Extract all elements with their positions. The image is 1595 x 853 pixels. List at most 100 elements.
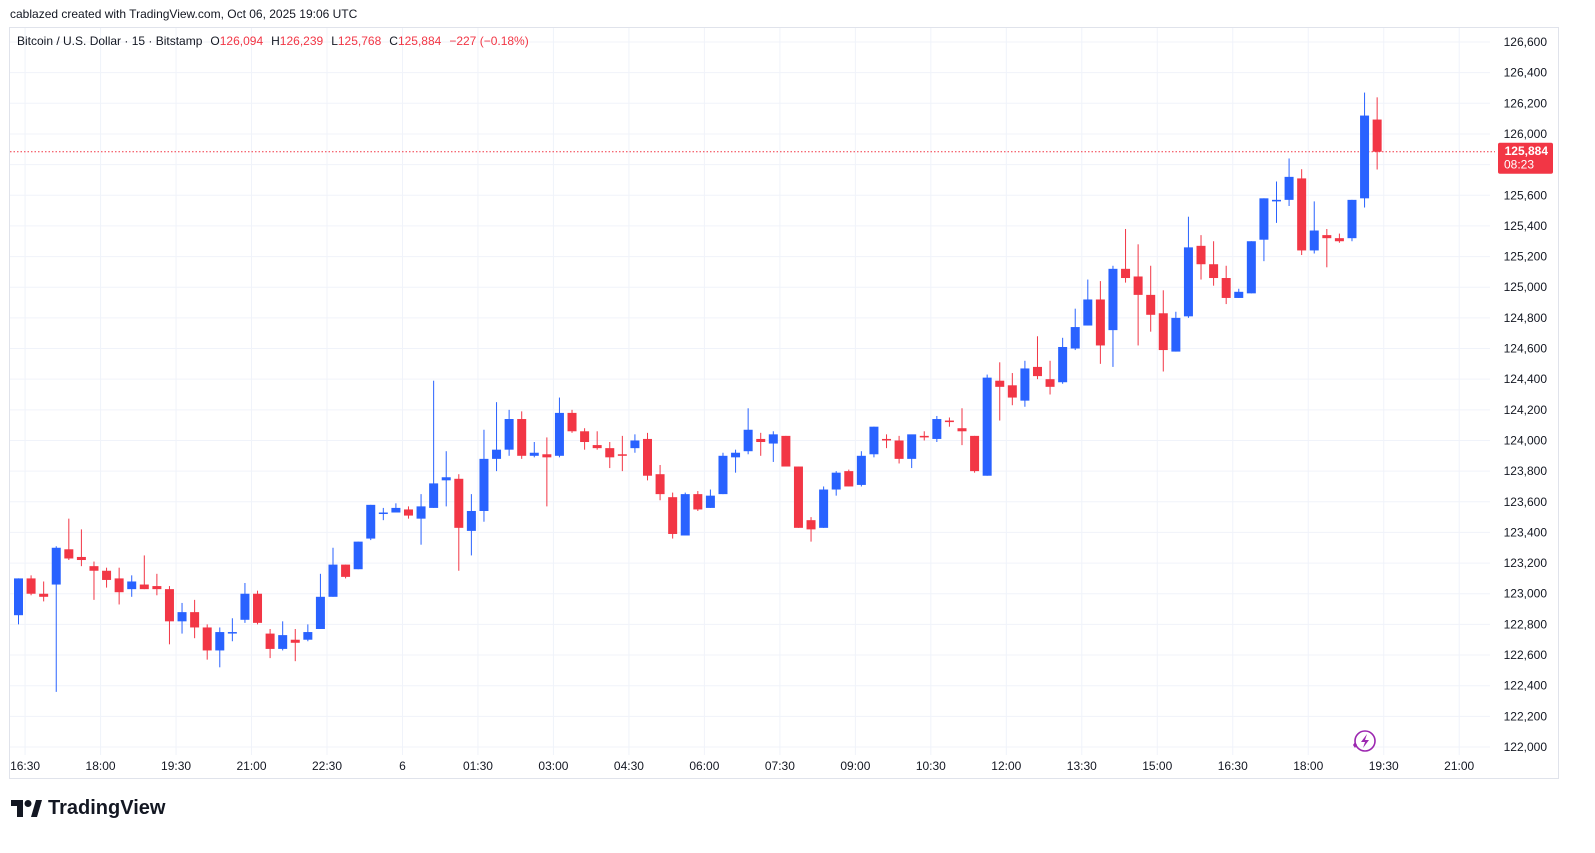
time-tick-label: 18:00: [1293, 759, 1323, 773]
low-label: L: [331, 34, 338, 48]
price-tick-label: 126,000: [1504, 127, 1548, 141]
candle-body: [605, 448, 615, 458]
candle-body: [743, 429, 753, 452]
candle-body: [39, 593, 49, 597]
candle: [64, 518, 74, 561]
candle: [89, 561, 99, 600]
candle: [630, 434, 640, 453]
candle-body: [1322, 235, 1332, 239]
candle: [806, 517, 816, 542]
open-value: 126,094: [219, 34, 264, 48]
high-label: H: [271, 34, 280, 48]
candle: [781, 435, 791, 467]
candle-body: [89, 566, 99, 571]
candle: [1372, 97, 1382, 170]
candle-body: [492, 449, 502, 459]
low-value: 125,768: [337, 34, 382, 48]
candle: [366, 504, 376, 541]
candle-body: [1297, 178, 1307, 251]
time-tick-label: 19:30: [161, 759, 191, 773]
candle-body: [1234, 291, 1244, 298]
candle-body: [190, 612, 200, 628]
change-value: −227 (−0.18%): [449, 34, 529, 48]
candle: [1196, 235, 1206, 280]
time-tick-label: 06:00: [689, 759, 719, 773]
time-axis[interactable]: 16:30 18:00 19:30 21:00 22:30 6 01:30 03:00 04:3…: [10, 759, 1474, 773]
candle: [957, 408, 967, 446]
time-tick-label: 12:00: [991, 759, 1021, 773]
time-tick-label: 16:30: [1218, 759, 1248, 773]
candle: [592, 431, 602, 450]
candle-body: [341, 564, 351, 577]
candle-body: [139, 584, 149, 590]
tradingview-logo[interactable]: TradingView: [11, 797, 165, 820]
candle: [278, 621, 288, 651]
candle-body: [177, 612, 187, 622]
candle: [378, 507, 388, 521]
price-axis[interactable]: 122,000 122,200 122,400 122,600 122,800 123,0…: [1504, 35, 1548, 754]
candle-body: [680, 494, 690, 536]
candle: [1032, 336, 1042, 380]
price-tick-label: 125,000: [1504, 280, 1548, 294]
candle-body: [403, 509, 413, 516]
price-tick-label: 125,200: [1504, 250, 1548, 264]
candle: [1158, 290, 1168, 372]
price-tick-label: 125,400: [1504, 219, 1548, 233]
candle-body: [454, 478, 464, 528]
candle-body: [919, 435, 929, 438]
candle-body: [64, 549, 74, 559]
candle: [982, 374, 992, 476]
candle: [869, 426, 879, 458]
candle-body: [1108, 268, 1118, 331]
candle: [164, 586, 174, 645]
time-tick-label: 6: [399, 759, 406, 773]
candle-body: [290, 639, 300, 643]
candle-body: [1032, 366, 1042, 377]
candle: [542, 437, 552, 507]
candle: [1234, 288, 1244, 298]
price-tick-label: 124,400: [1504, 372, 1548, 386]
candle-body: [1360, 115, 1370, 199]
candle-body: [240, 593, 250, 620]
time-tick-label: 13:30: [1067, 759, 1097, 773]
time-tick-label: 07:30: [765, 759, 795, 773]
candle: [215, 627, 225, 668]
symbol-title[interactable]: Bitcoin / U.S. Dollar · 15 · Bitstamp: [17, 34, 203, 48]
candle-body: [668, 497, 678, 534]
price-tick-label: 122,200: [1504, 709, 1548, 723]
candle: [39, 581, 49, 602]
candle-body: [995, 380, 1005, 387]
time-tick-label: 01:30: [463, 759, 493, 773]
candle-body: [215, 632, 225, 651]
candle-body: [127, 581, 137, 590]
candle: [1347, 199, 1357, 242]
candle: [1246, 241, 1256, 294]
candle: [26, 575, 36, 596]
lightning-icon[interactable]: [1353, 730, 1376, 752]
candle: [944, 417, 954, 427]
candle: [743, 408, 753, 455]
candle: [1309, 201, 1319, 254]
candle-body: [1309, 230, 1319, 251]
candle-body: [970, 435, 980, 472]
candle: [127, 575, 137, 597]
candle: [1259, 198, 1269, 262]
candle-body: [315, 596, 325, 629]
candle: [731, 449, 741, 473]
candle: [1070, 308, 1080, 351]
candle: [517, 411, 527, 459]
candle-body: [592, 445, 602, 449]
price-tick-label: 126,400: [1504, 66, 1548, 80]
candle: [529, 442, 539, 458]
close-value: 125,884: [397, 34, 442, 48]
candle-body: [793, 466, 803, 528]
candle-body: [580, 431, 590, 443]
price-tick-label: 123,400: [1504, 525, 1548, 539]
chart-credit: cablazed created with TradingView.com, O…: [10, 7, 358, 21]
candle: [617, 435, 627, 472]
time-tick-label: 10:30: [916, 759, 946, 773]
candle: [139, 555, 149, 590]
close-label: C: [389, 34, 398, 48]
price-tick-label: 124,000: [1504, 433, 1548, 447]
